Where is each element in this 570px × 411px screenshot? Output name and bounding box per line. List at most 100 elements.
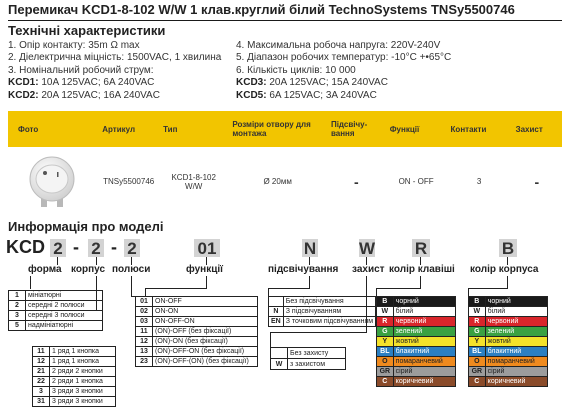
list-item-label: ON-ON <box>152 306 258 317</box>
product-functions: ON - OFF <box>398 177 434 186</box>
list-item: 12 (ON)-ON (без фіксації) <box>135 336 258 347</box>
connector-line <box>96 257 97 265</box>
code-box-function: 01 <box>194 239 220 258</box>
list-item-label: Без захисту <box>287 347 346 359</box>
product-contacts: 3 <box>476 177 482 186</box>
list-item: 12 1 ряд 1 кнопка <box>32 356 116 367</box>
label-function: функції <box>186 264 223 275</box>
connector-line <box>309 257 310 265</box>
model-prefix: KCD <box>6 237 45 257</box>
color-code: GR <box>376 366 394 377</box>
code-dash-1: - <box>73 237 79 257</box>
function-list: 01 ON-OFF 02 ON-ON 03 ON-OFF-ON 11 (ON)-OFF (бе… <box>135 296 258 367</box>
connector-line <box>420 276 421 288</box>
spec-resistance: 1. Опір контакту: 35m Ω max <box>8 40 140 51</box>
label-protection: захист <box>352 264 385 275</box>
body-list: 11 1 ряд 1 кнопка 12 1 ряд 1 кнопка 21 2 ряди… <box>32 346 116 407</box>
label-body-color: колір корпуса <box>470 264 539 275</box>
connector-line <box>420 257 421 265</box>
color-swatch-label: блакитний <box>392 346 457 357</box>
color-swatch-label: коричневий <box>484 376 549 387</box>
title-divider <box>8 20 562 21</box>
color-code: R <box>468 316 486 327</box>
product-photo <box>8 147 98 216</box>
list-item-code: W <box>270 358 288 370</box>
product-table: Фото Артикул Тип Розміри отвору для монт… <box>8 111 562 216</box>
color-swatch-label: блакитний <box>484 346 549 357</box>
color-swatch-label: зелений <box>392 326 457 337</box>
connector-line <box>309 276 310 288</box>
spec-voltage: 4. Максимальна робоча напруга: 220V-240V <box>236 40 441 51</box>
color-code: BL <box>376 346 394 357</box>
list-item-label: 3 ряди 3 кнопки <box>49 386 116 397</box>
backlight-list: Без підсвічування N З підсвічуванням EN З то… <box>268 296 377 327</box>
label-key-color: колір клавіші <box>389 264 455 275</box>
list-item-label: ON-OFF-ON <box>152 316 258 327</box>
list-item: 2 середні 2 полюси <box>8 300 103 311</box>
list-item: 11 1 ряд 1 кнопка <box>32 346 116 357</box>
connector-line <box>131 296 135 297</box>
code-box-form: 2 <box>50 239 66 258</box>
list-item-code: 21 <box>32 366 50 377</box>
connector-line <box>507 276 508 288</box>
label-poles: полюси <box>112 264 151 275</box>
list-item-label: (ON)-OFF-ON (без фіксації) <box>152 346 258 357</box>
col-mount-size: Розміри отвору для монтажа <box>228 111 327 147</box>
col-contacts: Контакти <box>446 111 512 147</box>
color-swatch-label: сірий <box>484 366 549 377</box>
connector-line <box>30 276 31 289</box>
list-item-label: 2 ряди 2 кнопки <box>49 366 116 377</box>
color-swatch-label: помаранчевий <box>484 356 549 367</box>
list-item-code: 02 <box>135 306 153 317</box>
color-code: Y <box>376 336 394 347</box>
list-item-code: 13 <box>135 346 153 357</box>
color-swatch-label: сірий <box>392 366 457 377</box>
list-item-label: ON-OFF <box>152 296 258 307</box>
list-item-label: (ON)-OFF (без фіксації) <box>152 326 258 337</box>
list-item-label: середні 3 полюси <box>25 310 103 321</box>
form-list: 1 мініатюрні 2 середні 2 полюси 3 середні 3 п… <box>8 290 103 331</box>
connector-line <box>366 257 367 265</box>
product-article: TNSy5500746 <box>103 177 155 186</box>
list-item-code <box>270 347 288 359</box>
color-swatch-label: червоний <box>484 316 549 327</box>
list-item-code: 01 <box>135 296 153 307</box>
list-item-label: з захистом <box>287 358 346 370</box>
color-swatch-label: жовтий <box>392 336 457 347</box>
product-mount-size: Ø 20мм <box>263 177 292 186</box>
color-swatch-label: помаранчевий <box>392 356 457 367</box>
spec-kcd1: KCD1: 10A 125VAC; 6A 240VAC <box>8 77 155 89</box>
color-swatch-label: чорний <box>484 296 549 307</box>
spec-cycles: 6. Кількість циклів: 10 000 <box>236 64 356 76</box>
color-swatch-label: зелений <box>484 326 549 337</box>
code-box-backlight: N <box>302 239 318 258</box>
list-item-code: 22 <box>32 376 50 387</box>
list-item: 1 мініатюрні <box>8 290 103 301</box>
list-item-code: 2 <box>8 300 26 311</box>
list-item-label: мініатюрні <box>25 290 103 301</box>
connector-line <box>145 288 146 296</box>
color-swatch-label: білий <box>484 306 549 317</box>
page-title: Перемикач KCD1-8-102 W/W 1 клав.круглий … <box>8 2 515 17</box>
color-swatch-label: білий <box>392 306 457 317</box>
list-item-label: надмініатюрні <box>25 320 103 331</box>
color-code: C <box>468 376 486 387</box>
list-item-code: 03 <box>135 316 153 327</box>
code-box-body: 2 <box>88 239 104 258</box>
col-type: Тип <box>159 111 229 147</box>
list-item: 22 2 ряди 1 кнопка <box>32 376 116 387</box>
color-code: R <box>376 316 394 327</box>
label-body: корпус <box>71 264 106 275</box>
spec-kcd5: KCD5: 6A 125VAC; 3A 240VAC <box>236 89 377 101</box>
list-item-code: 3 <box>32 386 50 397</box>
rocker-switch-image <box>29 156 75 207</box>
color-code: GR <box>468 366 486 377</box>
code-box-protection: W <box>359 239 376 258</box>
